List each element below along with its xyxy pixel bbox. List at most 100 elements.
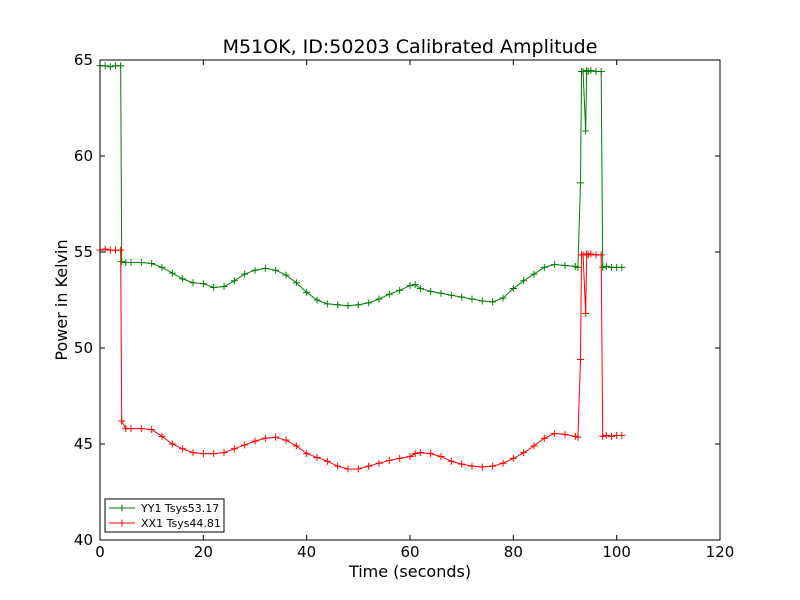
data-point [179, 275, 187, 283]
x-tick-label: 20 [194, 543, 213, 561]
data-point [354, 301, 362, 309]
x-axis-label: Time (seconds) [348, 562, 471, 581]
data-point [272, 433, 280, 441]
data-point [582, 309, 590, 317]
data-point [375, 459, 383, 467]
data-point [582, 127, 590, 135]
data-point [210, 450, 218, 458]
data-point [117, 62, 125, 70]
data-point [344, 465, 352, 473]
y-axis-label: Power in Kelvin [52, 239, 71, 360]
data-point [385, 290, 393, 298]
data-point [106, 63, 114, 71]
data-point [577, 179, 584, 187]
data-point [396, 454, 404, 462]
data-point [411, 281, 419, 289]
data-point [189, 279, 197, 287]
data-point [158, 263, 166, 271]
y-tick-label: 50 [74, 339, 93, 357]
data-point [292, 279, 300, 287]
data-point [118, 258, 126, 266]
data-point [101, 62, 109, 70]
data-point [127, 425, 135, 433]
data-point [530, 442, 538, 450]
data-point [509, 454, 517, 462]
data-point [468, 462, 476, 470]
data-point [416, 284, 424, 292]
data-point [127, 259, 135, 267]
data-point [458, 460, 466, 468]
series-layer [96, 62, 626, 473]
x-tick-label: 60 [400, 543, 419, 561]
y-tick-label: 45 [74, 435, 93, 453]
data-point [272, 266, 280, 274]
data-point [199, 280, 207, 288]
data-point [561, 430, 569, 438]
data-point [520, 277, 528, 285]
data-point [118, 417, 126, 425]
data-point [447, 291, 455, 299]
data-point [411, 450, 419, 458]
data-point [478, 463, 486, 471]
data-point [602, 262, 610, 270]
data-point [117, 246, 125, 254]
y-tick-label: 55 [74, 243, 93, 261]
data-point [551, 429, 559, 437]
data-point [597, 68, 605, 76]
data-point [179, 445, 187, 453]
chart-title: M51OK, ID:50203 Calibrated Amplitude [223, 36, 598, 58]
data-point [577, 356, 584, 364]
data-point [561, 261, 569, 269]
data-point [365, 299, 373, 307]
data-point [230, 445, 238, 453]
data-point [427, 450, 435, 458]
data-point [540, 263, 548, 271]
data-point [618, 263, 626, 271]
data-point [261, 434, 269, 442]
data-point [261, 264, 269, 272]
data-point [551, 260, 559, 268]
x-tick-label: 100 [602, 543, 631, 561]
data-point [416, 449, 424, 457]
data-point [587, 250, 595, 258]
data-point [323, 457, 331, 465]
data-point [574, 433, 582, 441]
data-point [375, 295, 383, 303]
x-tick-label: 0 [95, 543, 105, 561]
data-point [282, 271, 290, 279]
data-point [509, 284, 517, 292]
data-point [220, 283, 228, 291]
data-point [148, 260, 156, 268]
data-point [499, 459, 507, 467]
data-point [587, 67, 595, 75]
data-point [303, 450, 311, 458]
data-point [608, 432, 615, 440]
data-point [427, 287, 435, 295]
y-tick-label: 40 [74, 531, 93, 549]
legend: YY1 Tsys53.17 XX1 Tsys44.81 [104, 498, 225, 533]
data-point [292, 442, 300, 450]
data-point [220, 449, 228, 457]
data-point [323, 300, 331, 308]
data-point [406, 452, 414, 460]
data-point [540, 434, 548, 442]
data-point [618, 431, 626, 439]
data-point [489, 298, 497, 306]
data-point [230, 277, 238, 285]
data-point [334, 301, 342, 309]
x-tick-label: 80 [504, 543, 523, 561]
data-point [385, 456, 393, 464]
legend-marker-yy1 [118, 504, 126, 512]
data-point [365, 462, 373, 470]
data-point [458, 293, 466, 301]
legend-marker-xx1 [118, 519, 126, 527]
data-point [396, 286, 404, 294]
data-point [574, 263, 582, 271]
data-point [530, 270, 538, 278]
data-point [137, 259, 145, 267]
data-point [489, 462, 497, 470]
data-point [137, 425, 145, 433]
x-tick-label: 40 [297, 543, 316, 561]
ticks-layer: 0 20 40 60 80 100 120 40 45 50 55 60 65 [74, 51, 734, 561]
